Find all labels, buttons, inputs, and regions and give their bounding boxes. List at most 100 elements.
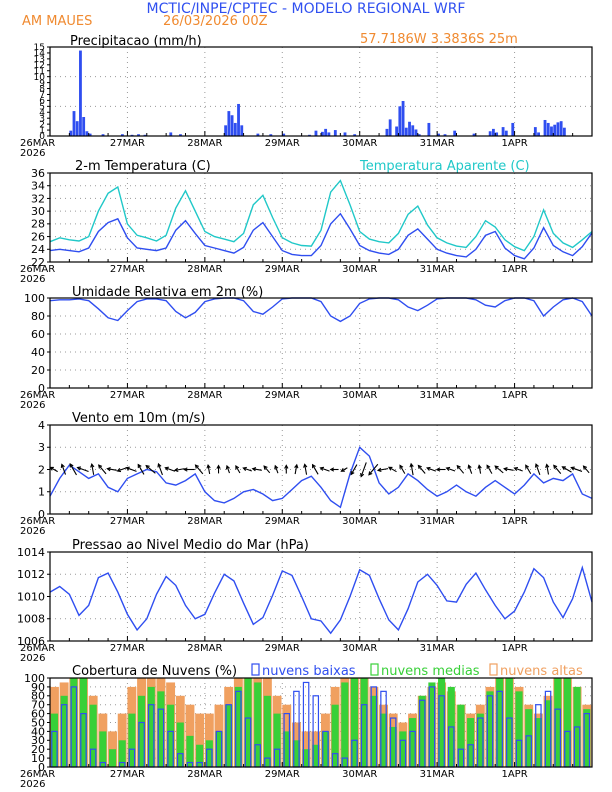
temp-ytick-label: 36 [31, 167, 45, 180]
precip-bar [327, 132, 331, 136]
cloud-bar-nuvens-medias [534, 718, 542, 767]
precip-bar [230, 115, 234, 136]
clouds-xtick-label: 1APR [501, 769, 527, 780]
rh-ytick-label: 40 [31, 346, 45, 359]
clouds-ytick-label: 70 [31, 699, 45, 712]
precip-xtick-label: 29MAR [265, 138, 300, 149]
wind-vector [486, 465, 493, 474]
precip-xtick-label: 28MAR [187, 138, 222, 149]
precip-xtick-label: 30MAR [342, 138, 377, 149]
wind-vector-head [216, 464, 221, 469]
precip-xtick-label: 26MAR [20, 138, 55, 149]
pressure-ytick-label: 1006 [17, 635, 45, 648]
rh-ytick-label: 60 [31, 328, 45, 341]
wind-ytick-label: 0 [38, 508, 45, 521]
cloud-bar-nuvens-medias [50, 713, 59, 767]
wind-xtick-label: 28MAR [187, 516, 222, 527]
wind-vector [410, 463, 414, 476]
precip-frame [49, 46, 593, 137]
temp-xtick-label: 26MAR [20, 264, 55, 275]
precip-bar [179, 134, 182, 136]
cloud-bar-nuvens-medias [389, 726, 397, 767]
wind-ytick-label: 4 [38, 419, 45, 432]
cloud-bar-nuvens-medias [379, 713, 388, 767]
cloud-bar-nuvens-medias [60, 695, 68, 767]
cloud-bar-nuvens-medias [89, 704, 97, 767]
cloud-bar-nuvens-medias [215, 731, 223, 767]
rh-ytick-label: 20 [31, 364, 45, 377]
wind-xtick-label: 31MAR [420, 516, 455, 527]
temp-line-2-m-temperatura-c- [49, 212, 593, 260]
precip-bar [227, 111, 231, 136]
precip-xtick-label: 1APR [501, 138, 527, 149]
temp-xtick-label: 27MAR [110, 264, 145, 275]
wind-vector-head [417, 464, 422, 470]
wind-vector [243, 467, 252, 472]
precip-bar [388, 119, 392, 136]
wind-vector-head [194, 464, 199, 469]
precip-bar [546, 122, 550, 136]
wind-vector-head [183, 467, 188, 472]
cloud-bar-nuvens-medias [225, 704, 233, 767]
wind-vector [252, 468, 262, 471]
precip-bar [282, 133, 286, 136]
precip-bar [562, 127, 566, 136]
temp-frame [49, 172, 593, 263]
clouds-ytick-label: 20 [31, 743, 45, 756]
pressure-ytick-label: 1014 [17, 546, 45, 559]
wind-vector-head [319, 466, 325, 471]
wind-vector-head [445, 466, 451, 471]
wind-vector [294, 464, 298, 475]
rh-xtick-label: 26MAR [20, 390, 55, 401]
precip-bar [324, 128, 328, 136]
temp-xtick-label: 28MAR [187, 264, 222, 275]
cloud-bar-nuvens-medias [186, 735, 194, 767]
precip-bar [233, 122, 237, 136]
precip-bar [343, 132, 347, 136]
wind-vector-head [173, 467, 179, 472]
temp-xtick-label: 1APR [501, 264, 527, 275]
precip-bar [472, 133, 476, 136]
precip-ytick-label: 5 [39, 102, 45, 112]
cloud-bar-nuvens-medias [244, 678, 252, 767]
wind-vector [562, 466, 572, 473]
cloud-bar-nuvens-medias [128, 713, 136, 767]
cloud-bar-nuvens-medias [302, 749, 310, 767]
precip-ytick-label: 6 [39, 97, 45, 107]
precip-bar [137, 134, 140, 136]
clouds-xtick-label: 27MAR [110, 769, 145, 780]
wind-vector [312, 464, 319, 475]
wind-vector-head [284, 464, 289, 469]
wind-vector-head [242, 466, 247, 471]
temp-ytick-label: 30 [31, 205, 45, 218]
cloud-bar-nuvens-medias [254, 682, 262, 767]
wind-xtick-label: 30MAR [342, 516, 377, 527]
clouds-title: Cobertura de Nuvens (%) [72, 664, 237, 679]
wind-vector [263, 465, 271, 474]
wind-panel: 0 1 2 3 4 26MAR 27MAR 28MAR 29MAR 30MAR 31MAR 1APR 2… [20, 419, 593, 537]
wind-vector [165, 467, 176, 472]
temp-xtick-label: 30MAR [342, 264, 377, 275]
precip-ytick-label: 8 [39, 85, 45, 95]
precip-bar [237, 103, 240, 136]
precip-bar [408, 121, 411, 136]
precip-bar [353, 134, 357, 136]
rh-line-rh [49, 297, 593, 323]
legend-mid-swatch [370, 663, 379, 676]
cloud-bar-nuvens-medias [544, 700, 552, 767]
wind-vector [583, 465, 590, 474]
wind-vector-head [274, 464, 279, 470]
pressure-ytick-label: 1008 [17, 613, 45, 626]
temp-xtick-label: 31MAR [420, 264, 455, 275]
wind-vector [61, 464, 67, 475]
rh-xtick-label: 27MAR [110, 390, 145, 401]
legend-high-label: nuvens altas [500, 664, 583, 679]
cloud-bar-nuvens-medias [331, 704, 339, 767]
wind-vector-head [467, 464, 472, 469]
wind-vector-head [582, 465, 587, 470]
main-title: MCTIC/INPE/CPTEC - MODELO REGIONAL WRF [147, 1, 466, 17]
wind-vector [535, 463, 541, 476]
rh-title: Umidade Relativa em 2m (%) [72, 285, 263, 300]
precip-bar [333, 130, 337, 136]
wind-vector [50, 466, 58, 473]
